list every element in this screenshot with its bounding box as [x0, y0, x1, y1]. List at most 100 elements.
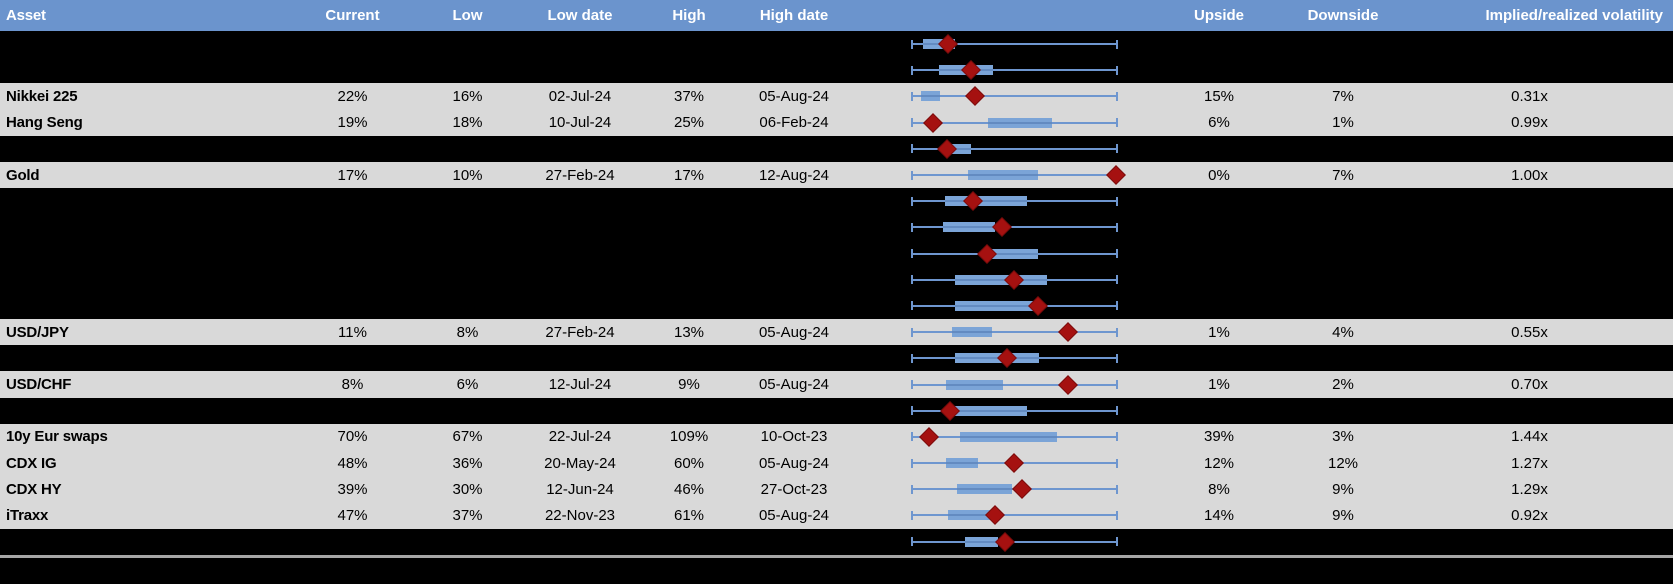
whisker-line [912, 43, 1117, 46]
boxplot-track [860, 371, 1120, 397]
col-header-high-date: High date [759, 7, 829, 24]
table-row [0, 397, 1673, 424]
box-range [945, 196, 1027, 207]
box-midline [992, 252, 1039, 255]
cell-high: 25% [673, 114, 705, 132]
table-row: Nikkei 225 22% 16% 02-Jul-24 37% 05-Aug-… [0, 83, 1673, 110]
whisker-cap-right [1115, 196, 1118, 206]
whisker-cap-left [911, 510, 913, 520]
cell-high [650, 57, 728, 83]
whisker-cap-right [1115, 222, 1118, 232]
cell-low-date [510, 136, 650, 162]
box-range [953, 405, 1027, 416]
cell-low-date [510, 57, 650, 83]
cell-current: 39% [337, 480, 368, 498]
cell-high [650, 136, 728, 162]
cell-asset: Nikkei 225 [6, 87, 78, 105]
cell-low-date: 20-May-24 [544, 454, 616, 472]
cell-low [425, 214, 510, 240]
current-marker-diamond [923, 112, 943, 133]
cell-downside [1300, 57, 1386, 83]
table-row: Hang Seng 19% 18% 10-Jul-24 25% 06-Feb-2… [0, 109, 1673, 136]
cell-implied-realized: 1.00x [1511, 166, 1548, 184]
boxplot-track [860, 214, 1120, 240]
box-range [947, 510, 993, 521]
cell-downside: 9% [1332, 506, 1354, 524]
cell-low-date: 22-Nov-23 [544, 506, 616, 524]
boxplot-track [860, 502, 1120, 528]
whisker-cap-right [1115, 510, 1118, 520]
cell-downside [1300, 529, 1386, 555]
current-marker-diamond [1012, 479, 1032, 500]
boxplot-track [860, 110, 1120, 136]
box-midline [954, 357, 1039, 360]
cell-high-date [728, 345, 860, 371]
cell-high [650, 31, 728, 57]
current-marker-diamond [937, 138, 957, 159]
box-range [942, 222, 995, 233]
cell-low-date [510, 293, 650, 319]
box-midline [956, 488, 1013, 491]
cell-high [650, 293, 728, 319]
cell-high [650, 398, 728, 424]
box-range [967, 170, 1039, 181]
whisker-line [912, 69, 1117, 72]
box-midline [954, 278, 1047, 281]
cell-high-date [728, 31, 860, 57]
cell-low: 18% [452, 114, 483, 132]
cell-high [650, 529, 728, 555]
cell-high-date: 27-Oct-23 [760, 480, 828, 498]
cell-upside: 15% [1203, 87, 1235, 105]
cell-low: 10% [452, 166, 483, 184]
cell-low [425, 398, 510, 424]
current-marker-diamond [976, 243, 997, 264]
cell-downside [1300, 398, 1386, 424]
box-range [965, 536, 999, 547]
table-row [0, 214, 1673, 241]
cell-high-date [728, 241, 860, 267]
cell-low-date: 10-Jul-24 [548, 114, 612, 132]
cell-upside [1138, 267, 1300, 293]
cell-low [425, 293, 510, 319]
cell-downside: 1% [1332, 114, 1354, 132]
whisker-cap-left [911, 170, 913, 180]
whisker-cap-left [911, 432, 913, 442]
box-midline [946, 462, 979, 465]
whisker-cap-left [911, 353, 913, 363]
whisker-cap-right [1115, 537, 1118, 547]
cell-current: 11% [338, 323, 367, 341]
box-range [949, 143, 971, 154]
cell-implied-realized [1386, 398, 1673, 424]
cell-low: 30% [452, 480, 483, 498]
cell-upside: 12% [1203, 454, 1235, 472]
box-midline [965, 540, 999, 543]
cell-upside: 6% [1208, 114, 1230, 132]
boxplot-track [860, 293, 1120, 319]
cell-low-date: 02-Jul-24 [548, 87, 612, 105]
boxplot-cell [860, 398, 1138, 424]
table-header-row: Asset Current Low Low date High High dat… [0, 0, 1673, 31]
whisker-cap-left [911, 222, 913, 232]
boxplot-cell [860, 293, 1138, 319]
cell-high-date [728, 267, 860, 293]
cell-high-date: 05-Aug-24 [758, 323, 830, 341]
whisker-cap-left [911, 484, 913, 494]
col-header-high: High [672, 7, 706, 24]
cell-downside [1300, 293, 1386, 319]
table-row: iTraxx 47% 37% 22-Nov-23 61% 05-Aug-24 1… [0, 502, 1673, 529]
cell-high-date [728, 214, 860, 240]
boxplot-cell [860, 529, 1138, 555]
whisker-cap-left [911, 458, 913, 468]
boxplot-cell [860, 424, 1138, 450]
whisker-cap-left [911, 301, 913, 311]
boxplot-cell [860, 450, 1138, 476]
cell-implied-realized [1386, 345, 1673, 371]
whisker-cap-right [1115, 39, 1118, 49]
cell-asset [0, 57, 280, 83]
cell-current [280, 136, 425, 162]
cell-asset [0, 398, 280, 424]
box-midline [946, 383, 1003, 386]
whisker-cap-right [1115, 458, 1118, 468]
whisker-cap-right [1115, 249, 1118, 259]
cell-downside [1300, 31, 1386, 57]
